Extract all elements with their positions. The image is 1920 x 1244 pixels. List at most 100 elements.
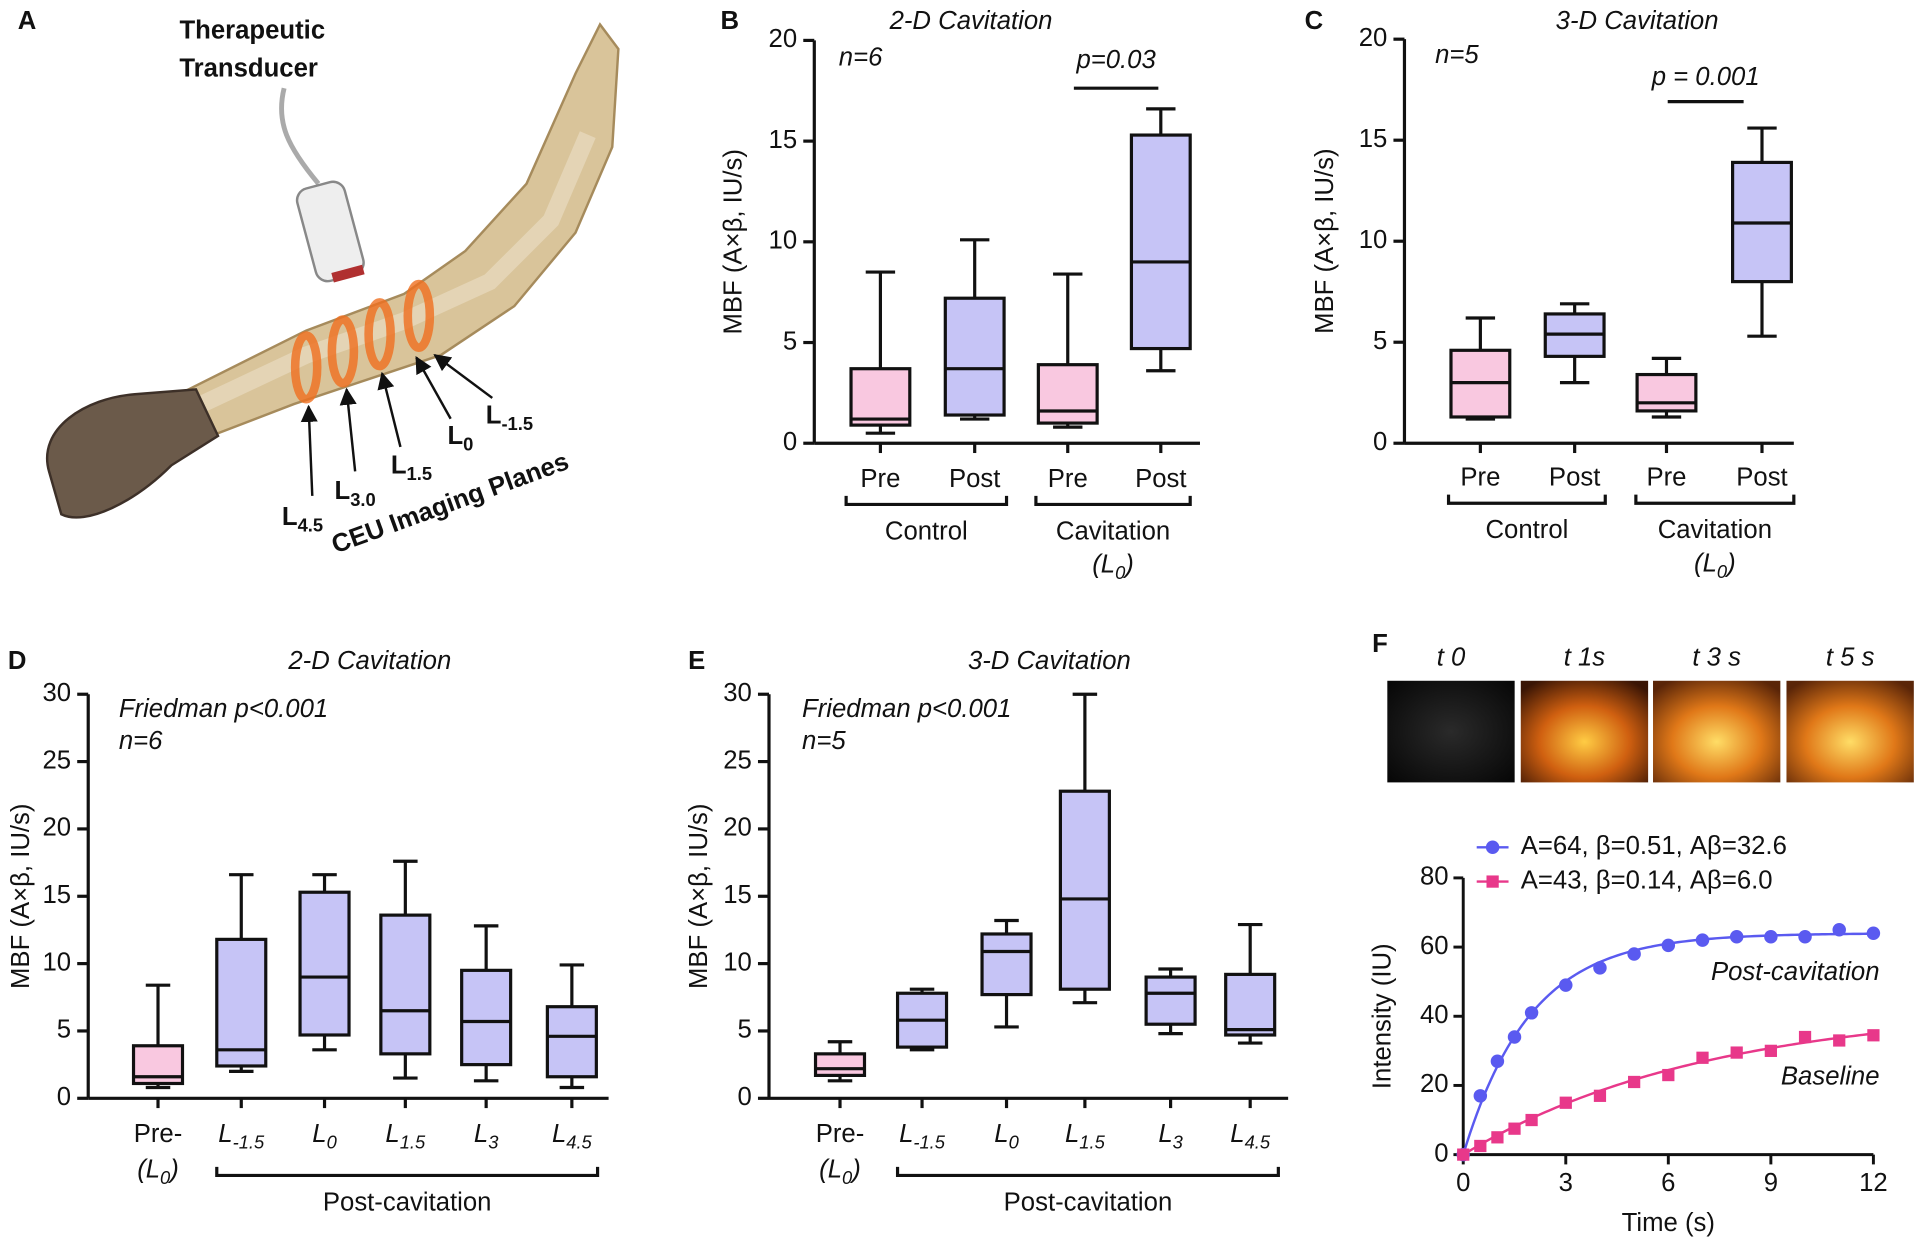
label-subscript: 3	[1173, 1131, 1184, 1152]
label-base: (L	[1092, 550, 1115, 578]
x-tick-label: L3	[474, 1120, 499, 1153]
data-point	[1867, 1029, 1880, 1042]
x-tick-label: L3	[1158, 1120, 1183, 1153]
y-axis-label: MBF (A×β, IU/s)	[1311, 148, 1339, 333]
label-tail: )	[1724, 549, 1736, 577]
panel-letter: B	[721, 7, 740, 35]
box	[1635, 372, 1698, 413]
y-tick-label: 20	[1420, 1070, 1449, 1098]
series-annotation: Post-cavitation	[1711, 958, 1880, 986]
box	[1224, 972, 1277, 1037]
x-tick-label: L4.5	[552, 1120, 593, 1153]
y-tick-label: 5	[738, 1016, 752, 1044]
data-point	[1866, 926, 1881, 940]
y-tick-label: 80	[1420, 863, 1449, 891]
group-note: (L0)	[1694, 549, 1736, 582]
image-label: t 0	[1437, 644, 1466, 672]
label-subscript: -1.5	[913, 1131, 945, 1152]
data-point	[1661, 938, 1676, 953]
data-point	[1491, 1131, 1504, 1144]
group-note: (L0)	[1092, 550, 1134, 583]
p-value: p=0.03	[1075, 46, 1156, 74]
y-tick-label: 15	[42, 881, 71, 909]
data-point	[1473, 1089, 1488, 1103]
panel-letter: F	[1372, 630, 1388, 658]
ceu-image	[1786, 680, 1914, 783]
transducer-label: Therapeutic	[179, 17, 325, 45]
data-point	[1730, 1046, 1743, 1059]
y-tick-label: 25	[42, 746, 71, 774]
data-point	[1593, 1089, 1607, 1102]
label-subscript: 4.5	[1245, 1131, 1271, 1152]
data-point	[1508, 1122, 1521, 1135]
x-tick-label: 3	[1559, 1169, 1573, 1197]
y-axis-label: MBF (A×β, IU/s)	[685, 804, 713, 989]
y-axis-label: Intensity (IU)	[1368, 943, 1396, 1089]
y-tick-label: 0	[1434, 1139, 1448, 1167]
data-point	[1695, 933, 1710, 947]
data-point	[1764, 929, 1778, 944]
annotation: n=6	[839, 44, 883, 72]
group-bracket	[1034, 495, 1192, 507]
y-tick-label: 15	[769, 126, 798, 154]
x-tick-label: Post	[1736, 464, 1787, 492]
x-tick-label: Pre	[1048, 465, 1088, 493]
box	[980, 932, 1033, 997]
legend-marker	[1485, 840, 1500, 855]
x-tick-label: Pre	[1646, 464, 1686, 492]
label-tail: )	[167, 1155, 179, 1183]
box	[849, 367, 912, 427]
label-tail: )	[1122, 550, 1134, 578]
y-tick-label: 10	[769, 227, 798, 255]
data-point	[1559, 1096, 1572, 1109]
legend-label: A=43, β=0.14, Aβ=6.0	[1521, 866, 1773, 894]
chart-title: 2-D Cavitation	[287, 647, 451, 675]
legend-marker	[1486, 875, 1499, 888]
label-subscript: 0	[1115, 562, 1126, 583]
annotation: n=6	[119, 727, 163, 755]
data-point	[1559, 978, 1573, 992]
label-subscript: 0	[1717, 561, 1728, 582]
group-label: Post-cavitation	[1004, 1188, 1173, 1216]
data-point	[1524, 1006, 1539, 1020]
group-bracket	[1446, 494, 1607, 505]
label-base: (L	[137, 1155, 160, 1183]
x-tick-label: Pre	[860, 465, 900, 493]
y-tick-label: 15	[723, 881, 752, 909]
label-subscript: 1.5	[407, 463, 433, 484]
image-label: t 5 s	[1826, 644, 1875, 672]
group-label: Control	[885, 517, 968, 545]
label-base: L	[994, 1120, 1008, 1148]
x-tick-label: Post	[1549, 464, 1600, 492]
y-tick-label: 20	[723, 814, 752, 842]
data-point	[1798, 1030, 1812, 1044]
y-tick-label: 0	[57, 1083, 71, 1111]
label-base: L	[1230, 1120, 1244, 1148]
data-point	[1628, 1075, 1641, 1089]
label-subscript: 3	[488, 1131, 499, 1152]
panel-letter: E	[688, 647, 705, 675]
label-base: L	[282, 503, 298, 531]
group-bracket	[215, 1166, 600, 1178]
box	[1129, 133, 1192, 351]
label-base: L	[1065, 1120, 1079, 1148]
label-base: L	[391, 451, 407, 479]
image-label: t 1s	[1564, 644, 1606, 672]
label-base: (L	[819, 1155, 842, 1183]
data-point	[1798, 929, 1812, 944]
x-tick-label: Post	[1135, 465, 1186, 493]
transducer-label: Transducer	[179, 55, 318, 83]
y-tick-label: 20	[42, 814, 71, 842]
y-tick-label: 20	[769, 25, 798, 53]
data-point	[1457, 1148, 1470, 1161]
box	[1144, 975, 1197, 1026]
data-point	[1832, 923, 1846, 937]
data-point	[1627, 947, 1641, 961]
label-base: L	[385, 1120, 399, 1148]
box	[1058, 789, 1111, 991]
box	[460, 968, 513, 1067]
label-base: L	[552, 1120, 566, 1148]
annotation: Friedman p<0.001	[802, 695, 1011, 723]
